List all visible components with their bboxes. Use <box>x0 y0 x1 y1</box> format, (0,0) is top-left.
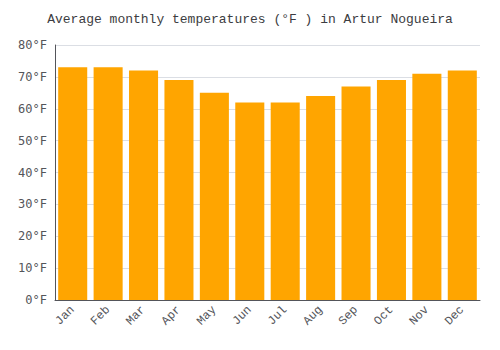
svg-text:10°F: 10°F <box>18 261 47 275</box>
svg-text:Apr: Apr <box>159 303 184 328</box>
svg-text:Mar: Mar <box>123 303 148 328</box>
svg-text:40°F: 40°F <box>18 166 47 180</box>
svg-text:Aug: Aug <box>300 303 325 328</box>
svg-text:0°F: 0°F <box>25 293 47 307</box>
svg-text:60°F: 60°F <box>18 102 47 116</box>
svg-text:May: May <box>194 303 219 328</box>
svg-text:Feb: Feb <box>88 303 113 328</box>
svg-text:Jul: Jul <box>265 303 290 328</box>
svg-text:50°F: 50°F <box>18 134 47 148</box>
svg-text:Oct: Oct <box>371 303 396 328</box>
svg-text:70°F: 70°F <box>18 70 47 84</box>
svg-text:Nov: Nov <box>407 303 432 328</box>
svg-text:80°F: 80°F <box>18 38 47 52</box>
svg-text:Average monthly temperatures (: Average monthly temperatures (°F ) in Ar… <box>47 12 453 27</box>
svg-text:30°F: 30°F <box>18 197 47 211</box>
svg-text:Jan: Jan <box>53 303 78 328</box>
svg-text:Sep: Sep <box>336 303 361 328</box>
svg-text:Dec: Dec <box>442 303 467 328</box>
svg-text:Jun: Jun <box>230 303 255 328</box>
svg-text:20°F: 20°F <box>18 229 47 243</box>
